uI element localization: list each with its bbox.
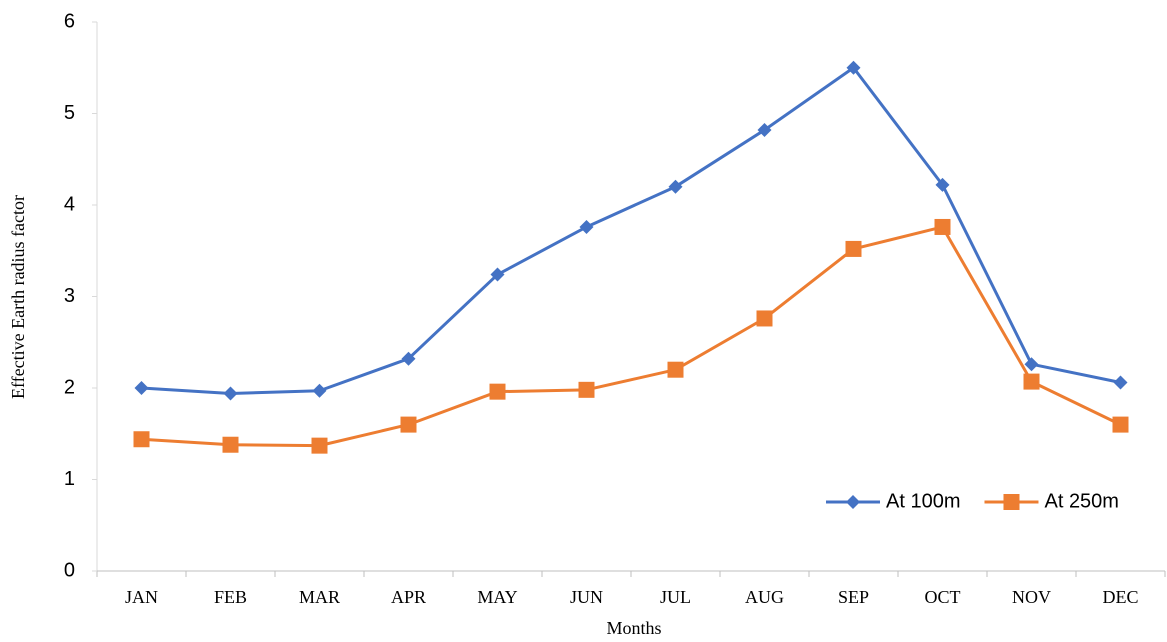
x-tick-label: SEP — [838, 587, 869, 607]
data-point — [401, 351, 416, 366]
data-point — [757, 122, 772, 137]
series-line — [141, 66, 1121, 395]
data-point — [133, 431, 150, 448]
x-tick-label: MAY — [477, 587, 517, 607]
data-point — [578, 381, 595, 398]
data-point — [668, 179, 683, 194]
y-tick-label: 0 — [64, 559, 75, 581]
data-point — [1112, 416, 1129, 433]
y-tick-label: 5 — [64, 102, 75, 124]
y-tick-label: 4 — [64, 193, 75, 215]
data-point — [222, 436, 239, 453]
legend-label: At 100m — [886, 490, 960, 512]
series-line — [141, 225, 1122, 448]
legend-label: At 250m — [1044, 490, 1118, 512]
x-tick-label: JUL — [660, 587, 691, 607]
y-tick-label: 6 — [64, 10, 75, 32]
data-point — [756, 310, 773, 327]
data-point — [845, 240, 862, 257]
x-tick-label: DEC — [1103, 587, 1139, 607]
data-point — [312, 383, 327, 398]
y-tick-label: 1 — [64, 468, 75, 490]
data-point — [223, 386, 238, 401]
data-point — [934, 218, 951, 235]
y-tick-label: 3 — [64, 285, 75, 307]
data-point — [134, 381, 149, 395]
y-tick-label: 2 — [64, 376, 75, 398]
y-axis-label: Effective Earth radius factor — [8, 195, 28, 399]
x-tick-label: OCT — [925, 587, 961, 607]
data-point — [579, 219, 594, 234]
data-point — [1024, 357, 1039, 372]
legend-marker — [846, 495, 860, 509]
x-tick-label: APR — [391, 587, 426, 607]
x-tick-label: FEB — [214, 587, 247, 607]
data-point — [846, 60, 861, 75]
x-tick-label: MAR — [299, 587, 340, 607]
data-point — [935, 177, 950, 192]
data-point — [1023, 373, 1040, 390]
data-point — [311, 437, 328, 454]
data-point — [1113, 375, 1128, 390]
x-axis-label: Months — [606, 618, 661, 638]
data-point — [490, 267, 505, 282]
x-tick-label: JUN — [570, 587, 603, 607]
data-point — [667, 361, 684, 378]
data-point — [400, 416, 417, 433]
x-tick-label: JAN — [125, 587, 158, 607]
legend-marker — [1003, 494, 1020, 510]
data-point — [489, 383, 506, 400]
x-tick-label: AUG — [745, 587, 784, 607]
x-tick-label: NOV — [1012, 587, 1051, 607]
